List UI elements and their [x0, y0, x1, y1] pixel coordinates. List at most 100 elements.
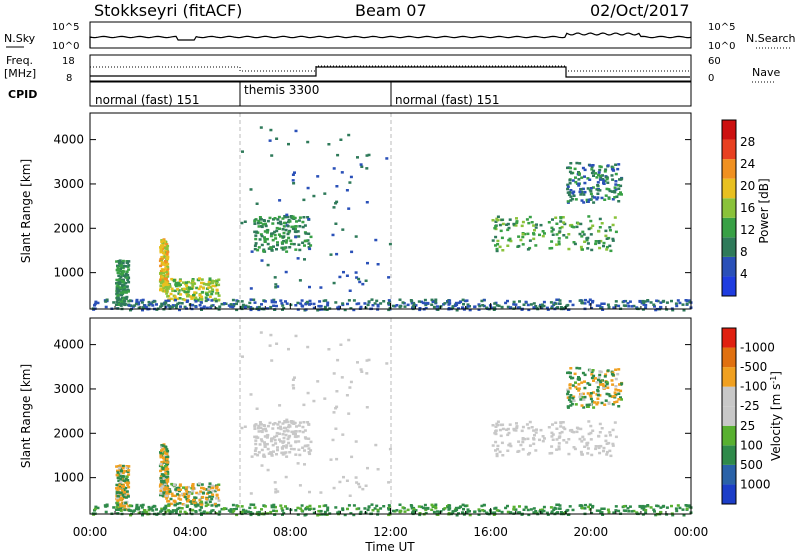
echo-0-velocity-cell — [116, 471, 120, 474]
x-tick-label-6: 00:00 — [674, 525, 709, 539]
echo-3-power-cell — [285, 239, 289, 242]
echo-4-power-cell — [534, 226, 538, 229]
echo-2-power-cell — [171, 289, 175, 292]
echo-4-velocity-cell — [507, 431, 511, 435]
echo-0-power-cell — [125, 270, 129, 273]
near-range-velocity-cell — [270, 505, 274, 509]
near-range-power-cell — [587, 300, 591, 304]
echo-3-velocity-cell — [263, 445, 267, 448]
near-range-power-cell — [518, 300, 521, 303]
echo-4-velocity-cell — [535, 428, 538, 431]
near-range-power-cell — [257, 308, 261, 312]
echo-3-power-cell — [297, 219, 301, 222]
echo-0-velocity-cell — [127, 485, 131, 489]
sparse-velocity-cell — [291, 384, 295, 387]
echo-1-power-cell — [163, 255, 167, 258]
near-range-velocity-cell — [448, 504, 452, 507]
echo-5-power-cell — [591, 195, 595, 198]
nave-trace — [90, 66, 690, 78]
echo-2-velocity-cell — [215, 486, 218, 490]
x-tick-label-3: 12:00 — [373, 525, 408, 539]
sparse-velocity-cell — [339, 343, 343, 346]
sparse-power-cell — [335, 200, 339, 204]
near-range-velocity-cell — [176, 507, 180, 511]
echo-5-power-cell — [577, 171, 580, 174]
echo-2-velocity-cell — [208, 482, 212, 485]
echo-3-power-cell — [294, 230, 298, 234]
echo-0-power-cell — [127, 280, 131, 284]
echo-3-power-cell — [262, 250, 266, 253]
near-range-power-cell — [642, 301, 646, 304]
echo-3-velocity-cell — [272, 450, 275, 453]
near-range-velocity-cell — [684, 504, 688, 507]
sparse-power-cell — [249, 287, 253, 290]
near-range-velocity-cell — [279, 504, 283, 507]
echo-2-power-cell — [176, 288, 180, 291]
echo-0-velocity-cell — [119, 467, 123, 471]
near-range-power-cell — [588, 298, 592, 301]
echo-3-velocity-cell — [294, 432, 297, 436]
echo-4-velocity-cell — [563, 427, 567, 431]
echo-1-velocity-cell — [166, 449, 170, 453]
power-colorbar-tick-3: 16 — [740, 201, 755, 215]
echo-5-velocity-cell — [581, 392, 585, 396]
echo-3-velocity-cell — [292, 430, 296, 433]
near-range-velocity-cell — [532, 507, 536, 510]
echo-1-power-cell — [164, 274, 168, 277]
near-range-power-cell — [206, 298, 210, 301]
nsearch-label: N.Search — [746, 32, 796, 45]
near-range-power-cell — [341, 302, 345, 305]
echo-2-power-cell — [200, 281, 203, 285]
near-range-power-cell — [387, 302, 390, 305]
echo-2-velocity-cell — [185, 486, 188, 489]
sparse-power-cell — [366, 261, 369, 265]
sparse-velocity-cell — [354, 476, 358, 479]
echo-4-power-cell — [541, 234, 545, 238]
echo-4-velocity-cell — [607, 441, 611, 445]
echo-5-velocity-cell — [568, 387, 572, 390]
echo-4-power-cell — [517, 235, 521, 238]
sparse-velocity-cell — [306, 345, 310, 349]
near-range-power-cell — [266, 307, 269, 310]
velocity-colorbar-swatch-1 — [722, 464, 736, 485]
echo-4-power-cell — [494, 220, 498, 223]
echo-0-velocity-cell — [115, 483, 119, 487]
echo-3-power-cell — [297, 235, 301, 238]
echo-2-velocity-cell — [211, 495, 215, 498]
echo-3-power-cell — [257, 225, 261, 228]
near-range-power-cell — [304, 308, 308, 311]
echo-5-velocity-cell — [583, 373, 587, 377]
echo-5-velocity-cell — [617, 405, 621, 408]
echo-4-velocity-cell — [590, 453, 594, 457]
sparse-velocity-cell — [303, 463, 306, 466]
echo-4-velocity-cell — [611, 444, 615, 447]
echo-2-power-cell — [170, 287, 174, 290]
near-range-power-cell — [555, 298, 559, 301]
near-range-power-cell — [583, 302, 587, 305]
sparse-velocity-cell — [349, 380, 353, 384]
near-range-power-cell — [644, 303, 648, 307]
echo-5-velocity-cell — [617, 368, 621, 371]
echo-5-velocity-cell — [574, 385, 578, 389]
echo-4-power-cell — [500, 236, 504, 240]
echo-0-power-cell — [115, 260, 119, 263]
echo-4-velocity-cell — [491, 424, 495, 427]
echo-0-velocity-cell — [125, 481, 129, 484]
sparse-power-cell — [327, 143, 331, 146]
near-range-velocity-cell — [455, 514, 459, 517]
freq-label-unit: [MHz] — [4, 67, 36, 80]
sparse-power-cell — [278, 199, 282, 202]
echo-1-power-cell — [159, 278, 163, 281]
near-range-power-cell — [627, 305, 631, 308]
echo-0-velocity-cell — [116, 494, 120, 498]
echo-5-power-cell — [568, 170, 572, 174]
echo-1-velocity-cell — [165, 458, 169, 461]
echo-5-velocity-cell — [616, 372, 620, 376]
echo-1-power-cell — [166, 267, 170, 271]
echo-4-velocity-cell — [605, 442, 609, 445]
echo-3-velocity-cell — [284, 433, 288, 437]
near-range-velocity-cell — [447, 511, 451, 515]
near-range-velocity-cell — [229, 510, 233, 513]
near-range-power-cell — [430, 303, 434, 306]
near-range-power-cell — [164, 305, 168, 309]
